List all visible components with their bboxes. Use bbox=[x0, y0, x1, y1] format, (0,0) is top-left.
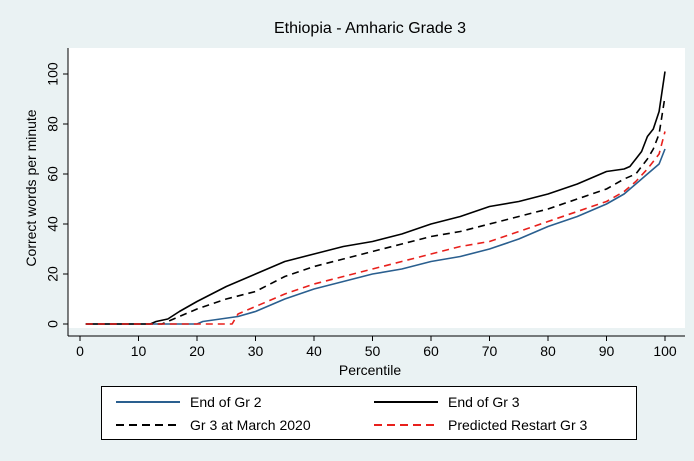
y-tick-label: 20 bbox=[45, 266, 61, 282]
legend-label-end-gr2: End of Gr 2 bbox=[190, 394, 262, 410]
x-tick-label: 60 bbox=[423, 343, 439, 359]
x-tick-label: 10 bbox=[131, 343, 147, 359]
x-tick-label: 90 bbox=[599, 343, 615, 359]
y-tick-label: 0 bbox=[45, 320, 61, 328]
y-tick-label: 40 bbox=[45, 216, 61, 232]
axes: 0 10 20 30 40 50 60 70 80 90 100 0 20 40 60 80 100 bbox=[45, 48, 685, 359]
x-tick-label: 20 bbox=[189, 343, 205, 359]
legend-swatch-gr3-march bbox=[116, 424, 180, 426]
legend-swatch-end-gr2 bbox=[116, 401, 180, 403]
legend-item-end-gr2: End of Gr 2 bbox=[116, 394, 262, 410]
legend-item-predicted: Predicted Restart Gr 3 bbox=[374, 417, 587, 433]
series-predicted-restart bbox=[85, 131, 666, 325]
x-axis-label: Percentile bbox=[339, 362, 401, 378]
legend-label-end-gr3: End of Gr 3 bbox=[448, 394, 520, 410]
series-end-gr3 bbox=[85, 71, 666, 325]
x-tick-label: 0 bbox=[76, 343, 84, 359]
legend-swatch-predicted bbox=[374, 424, 438, 426]
legend-item-end-gr3: End of Gr 3 bbox=[374, 394, 520, 410]
y-tick-label: 80 bbox=[45, 116, 61, 132]
legend: End of Gr 2 End of Gr 3 Gr 3 at March 20… bbox=[101, 386, 637, 440]
legend-label-gr3-march: Gr 3 at March 2020 bbox=[190, 417, 311, 433]
y-axis-label: Correct words per minute bbox=[23, 109, 39, 266]
chart-title: Ethiopia - Amharic Grade 3 bbox=[274, 20, 466, 37]
y-tick-label: 100 bbox=[45, 62, 61, 86]
x-tick-label: 50 bbox=[365, 343, 381, 359]
x-tick-label: 30 bbox=[248, 343, 264, 359]
x-tick-label: 40 bbox=[306, 343, 322, 359]
plot-area bbox=[68, 48, 685, 328]
x-tick-label: 80 bbox=[540, 343, 556, 359]
y-tick-label: 60 bbox=[45, 166, 61, 182]
legend-label-predicted: Predicted Restart Gr 3 bbox=[448, 417, 588, 433]
series-gr3-march bbox=[85, 96, 666, 325]
series-layer bbox=[85, 71, 666, 325]
legend-item-gr3-march: Gr 3 at March 2020 bbox=[116, 417, 311, 433]
x-tick-label: 70 bbox=[482, 343, 498, 359]
x-tick-label: 100 bbox=[653, 343, 677, 359]
legend-swatch-end-gr3 bbox=[374, 401, 438, 403]
series-end-gr2 bbox=[85, 148, 666, 325]
